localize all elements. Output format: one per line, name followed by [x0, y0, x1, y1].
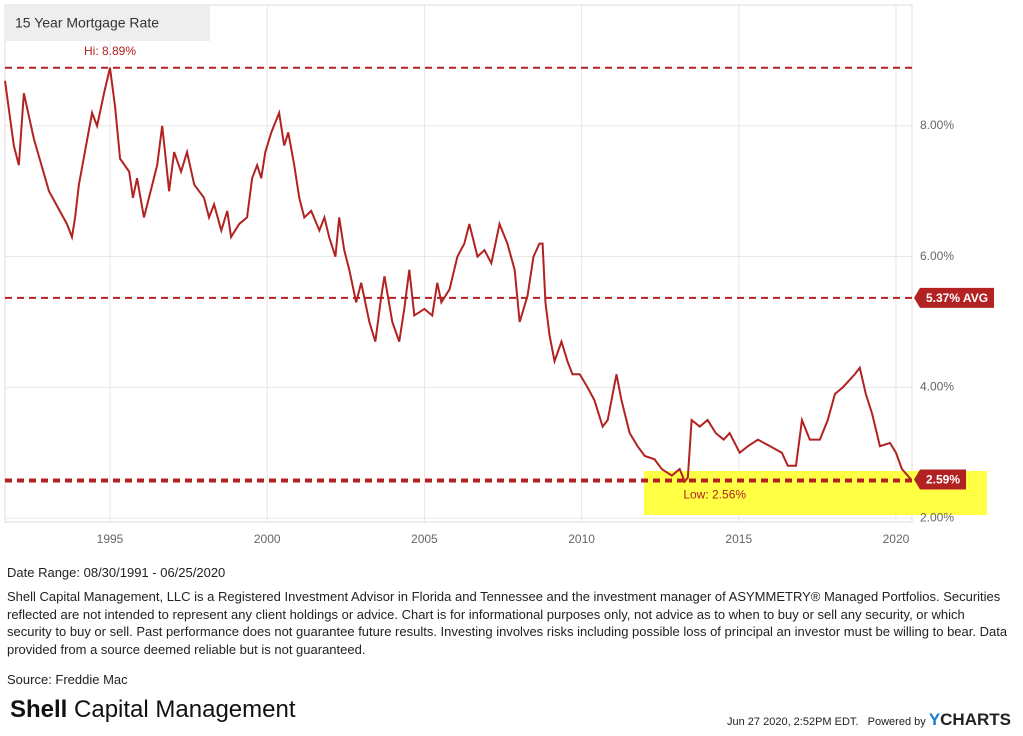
y-tick-label: 2.00%: [920, 510, 954, 524]
y-tick-label: 8.00%: [920, 118, 954, 132]
x-tick-label: 1995: [97, 532, 124, 546]
brand-rest: CHARTS: [940, 710, 1011, 729]
badge-shape: [914, 287, 995, 308]
annotation-label: Hi: 8.89%: [84, 44, 136, 58]
chart-title: 15 Year Mortgage Rate: [15, 15, 159, 31]
y-tick-label: 6.00%: [920, 249, 954, 263]
x-tick-label: 2000: [254, 532, 281, 546]
x-tick-label: 2010: [568, 532, 595, 546]
disclaimer: Shell Capital Management, LLC is a Regis…: [7, 589, 1008, 657]
attribution: Jun 27 2020, 2:52PM EDT. Powered by YCHA…: [727, 710, 1011, 730]
badge-shape: [914, 469, 967, 490]
logo: Shell Capital Management: [10, 696, 296, 724]
timestamp: Jun 27 2020, 2:52PM EDT.: [727, 716, 859, 728]
annotation-label: Low: 2.56%: [683, 488, 746, 502]
rate-line: [4, 67, 912, 484]
logo-bold: Shell: [10, 696, 68, 723]
badge-label: 5.37% AVG: [926, 291, 988, 305]
x-tick-label: 2015: [725, 532, 752, 546]
source: Source: Freddie Mac: [7, 672, 128, 687]
x-tick-label: 2005: [411, 532, 438, 546]
powered-by: Powered by: [867, 716, 926, 728]
brand-y: Y: [928, 710, 941, 729]
date-range: Date Range: 08/30/1991 - 06/25/2020: [7, 565, 226, 580]
plot-frame: [4, 4, 913, 523]
chart: 15 Year Mortgage Rate 2.00% 4.00% 6.00% 8.0…: [4, 4, 995, 546]
logo-rest: Capital Management: [74, 696, 296, 723]
badge-label: 2.59%: [926, 473, 960, 487]
title-box: [5, 5, 210, 41]
x-tick-label: 2020: [883, 532, 910, 546]
y-tick-label: 4.00%: [920, 380, 954, 394]
